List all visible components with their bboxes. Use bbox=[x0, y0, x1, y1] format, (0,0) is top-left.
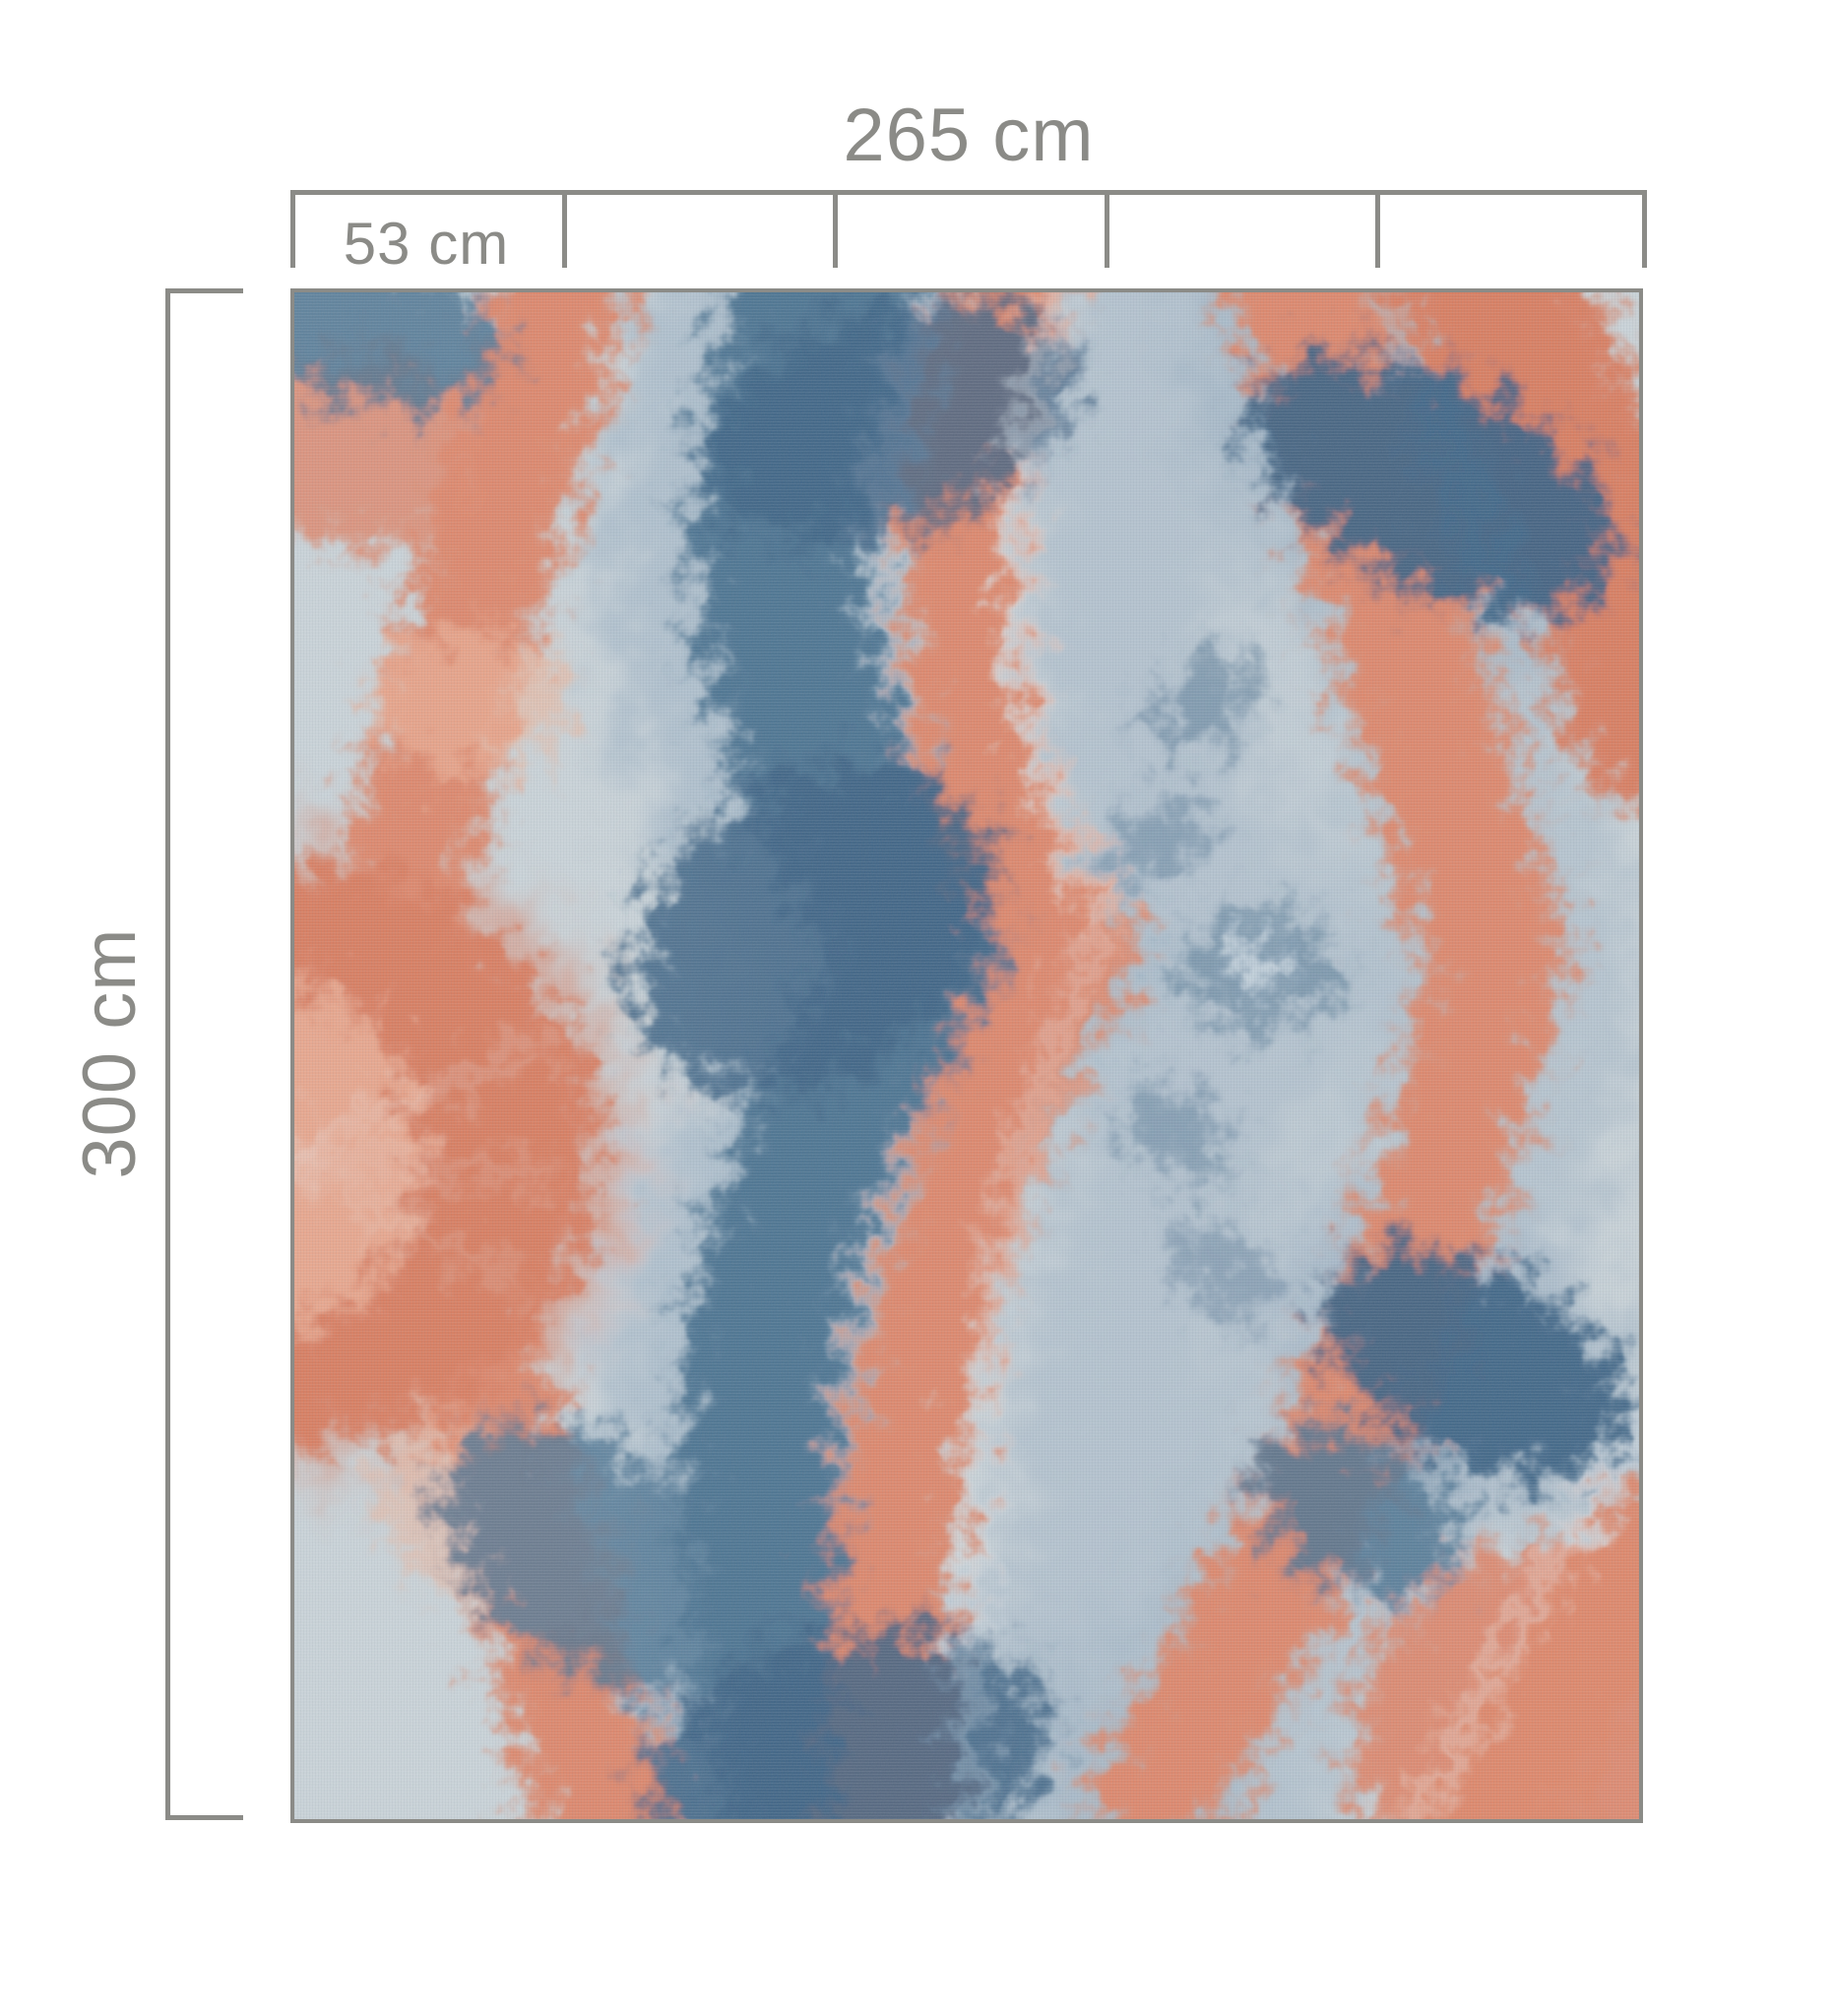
strip-width-label: 53 cm bbox=[343, 211, 510, 277]
height-ruler-tick bbox=[170, 1815, 243, 1820]
width-ruler-tick bbox=[290, 195, 295, 268]
width-ruler-tick bbox=[833, 195, 839, 268]
width-ruler-tick bbox=[1642, 195, 1647, 268]
mural-swatch bbox=[290, 288, 1643, 1823]
width-ruler-tick bbox=[1104, 195, 1109, 268]
width-ruler-tick bbox=[1375, 195, 1381, 268]
width-ruler-tick bbox=[561, 195, 567, 268]
height-label: 300 cm bbox=[68, 927, 152, 1179]
width-ruler: 53 cm bbox=[290, 190, 1647, 277]
height-ruler-tick bbox=[170, 288, 243, 293]
height-ruler bbox=[165, 288, 248, 1820]
fabric-grain bbox=[294, 292, 1639, 1819]
tie-dye-pattern bbox=[294, 292, 1639, 1819]
total-width-label: 265 cm bbox=[843, 94, 1095, 177]
